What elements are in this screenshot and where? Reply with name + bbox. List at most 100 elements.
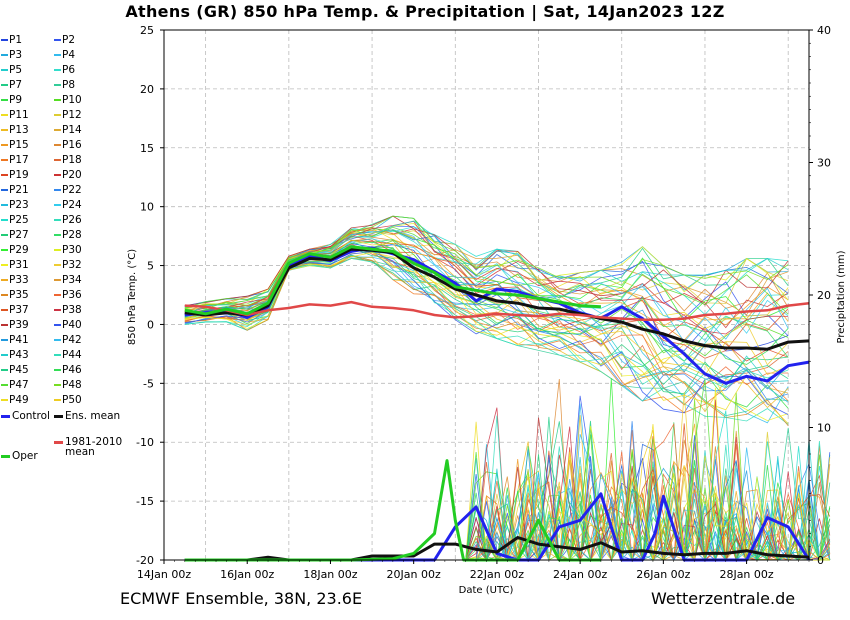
legend-swatch [1,324,8,326]
legend-swatch [54,441,63,444]
legend-label: P27 [9,229,29,241]
legend-label: P31 [9,259,29,271]
legend-label: P34 [62,274,82,286]
legend-label: P2 [62,34,76,46]
legend-swatch [54,384,61,386]
precipitation-lines [184,378,831,562]
y-tick-label-2: 15 [140,142,154,155]
legend-label: P9 [9,94,23,106]
legend-swatch [54,129,61,131]
legend-swatch [1,99,8,101]
legend-label: P12 [62,109,82,121]
y-tick-label-8: -15 [136,495,154,508]
legend-label: P22 [62,184,82,196]
legend-label: P40 [62,319,82,331]
legend-label: P45 [9,364,29,376]
legend-swatch [54,204,61,206]
legend-swatch [1,399,8,401]
legend-label: P24 [62,199,82,211]
y-tick-label-0: 25 [140,24,154,37]
ensemble-member-line-48 [184,215,789,309]
legend-swatch [54,69,61,71]
legend-swatch [1,294,8,296]
y-axis-right: 40 30 20 10 0 [809,24,831,567]
x-tick-label-5: 24Jan 00z [553,568,607,581]
legend-label: P25 [9,214,29,226]
legend-swatch [54,309,61,311]
ensemble-member-precip-26 [184,440,831,561]
legend-label: P36 [62,289,82,301]
legend-swatch [1,84,8,86]
legend-swatch [54,415,63,418]
legend-swatch [1,339,8,341]
legend-label: P26 [62,214,82,226]
legend-label: P41 [9,334,29,346]
legend-swatch [54,174,61,176]
legend-swatch [1,264,8,266]
legend-label: P43 [9,349,29,361]
legend-swatch [54,219,61,221]
legend-swatch [54,354,61,356]
legend-swatch [1,354,8,356]
y-tick-label-6: -5 [143,377,154,390]
legend-label: P5 [9,64,23,76]
legend-swatch [1,234,8,236]
legend-label: P30 [62,244,82,256]
legend-swatch [1,455,10,458]
temp-series-ens-mean [184,247,810,351]
x-tick-label-2: 18Jan 00z [303,568,357,581]
y2-tick-label-3: 10 [817,422,831,435]
legend-swatch [54,369,61,371]
legend-swatch [1,144,8,146]
legend-label: P19 [9,169,29,181]
legend-label: P46 [62,364,82,376]
y2-tick-label-2: 20 [817,289,831,302]
source-credit: Wetterzentrale.de [651,589,796,608]
y2-tick-label-0: 40 [817,24,831,37]
legend-label: P11 [9,109,29,121]
legend-swatch [54,279,61,281]
legend-swatch [54,54,61,56]
legend-swatch [1,309,8,311]
legend-label: P35 [9,289,29,301]
legend-swatch [54,84,61,86]
legend-swatch [54,159,61,161]
y2-tick-label-4: 0 [817,554,824,567]
legend-label: P33 [9,274,29,286]
legend-swatch [54,264,61,266]
legend-swatch [1,54,8,56]
legend-label: P38 [62,304,82,316]
legend-swatch [1,369,8,371]
legend-swatch [54,234,61,236]
legend-label: P29 [9,244,29,256]
x-tick-label-7: 28Jan 00z [719,568,773,581]
legend-label: Control [12,410,50,422]
legend-label: P39 [9,319,29,331]
x-tick-label-3: 20Jan 00z [387,568,441,581]
legend-swatch [54,294,61,296]
x-tick-label-1: 16Jan 00z [220,568,274,581]
legend-label: P14 [62,124,82,136]
y-axis-left: 25 20 15 10 5 0 -5 -10 -15 -20 [136,24,164,567]
x-axis: 14Jan 00z 16Jan 00z 18Jan 00z 20Jan 00z 22Ja… [137,560,810,581]
legend-label: P48 [62,379,82,391]
model-info: ECMWF Ensemble, 38N, 23.6E [120,589,363,608]
legend-label: P50 [62,394,82,406]
legend-swatch [1,174,8,176]
legend-label: P16 [62,139,82,151]
legend-label: P1 [9,34,23,46]
y-tick-label-5: 0 [147,318,154,331]
legend-swatch [54,324,61,326]
legend-swatch [1,159,8,161]
legend-swatch [54,189,61,191]
legend-label: P49 [9,394,29,406]
legend-label: P17 [9,154,29,166]
ensemble-members [184,215,789,426]
legend-swatch [54,99,61,101]
ensemble-member-line-14 [184,244,789,394]
y-axis-label: 850 hPa Temp. (°C) [127,249,138,345]
y-tick-label-3: 10 [140,201,154,214]
legend-label: P37 [9,304,29,316]
legend-label: P7 [9,79,23,91]
legend-label: P28 [62,229,82,241]
